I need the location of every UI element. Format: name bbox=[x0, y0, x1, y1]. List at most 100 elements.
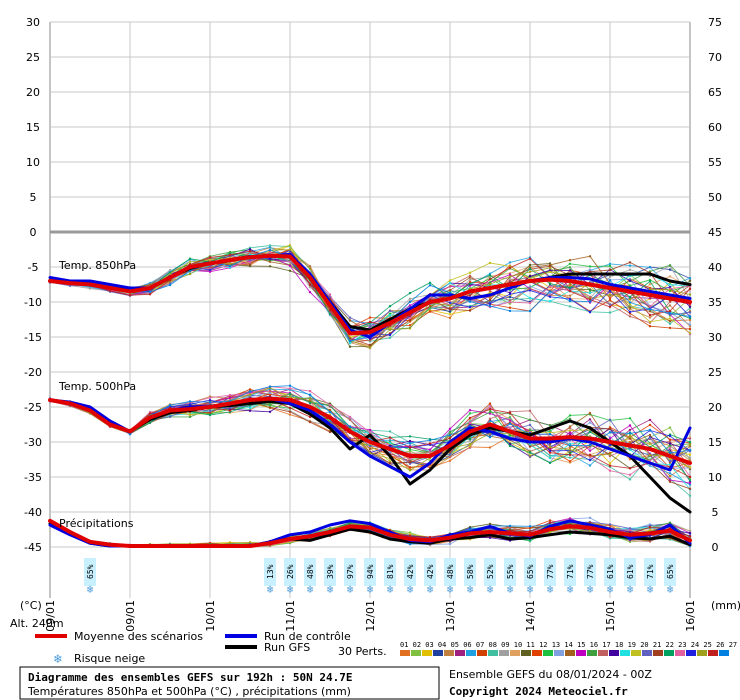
ensemble-member-point bbox=[368, 343, 372, 347]
ensemble-member-point bbox=[568, 460, 572, 463]
ensemble-member-point bbox=[568, 259, 572, 262]
ensemble-member-point bbox=[628, 306, 632, 309]
ensemble-member-point bbox=[608, 311, 612, 314]
ensemble-member-point bbox=[568, 426, 572, 430]
right-tick-label: 55 bbox=[708, 156, 722, 169]
ensemble-member-point bbox=[188, 272, 192, 276]
left-tick-label: 25 bbox=[26, 51, 40, 64]
ensemble-member-point bbox=[348, 339, 352, 343]
ensemble-member-point bbox=[388, 305, 392, 308]
ensemble-member-point bbox=[528, 525, 532, 528]
ensemble-member-point bbox=[568, 266, 572, 269]
legend-control-label: Run de contrôle bbox=[264, 630, 351, 643]
ensemble-member-point bbox=[68, 284, 72, 287]
ensemble-member-point bbox=[528, 454, 532, 457]
ensemble-member-point bbox=[628, 310, 632, 314]
snow-risk-pct: 81% bbox=[386, 564, 395, 579]
snow-risk-row: 65% ❄ 13% ❄ 26% ❄ 48% ❄ 39% ❄ 97% ❄ 94% ❄ 81% ❄ 42% ❄ 42% ❄… bbox=[84, 558, 676, 596]
ensemble-member-point bbox=[668, 288, 672, 291]
ensemble-member-point bbox=[408, 439, 412, 443]
ensemble-member-point bbox=[648, 453, 652, 457]
snowflake-icon: ❄ bbox=[327, 583, 334, 596]
ensemble-member-point bbox=[568, 294, 572, 297]
right-tick-label: 5 bbox=[712, 506, 719, 519]
ensemble-member-point bbox=[548, 424, 552, 427]
ensemble-member-point bbox=[648, 325, 652, 328]
legend-perts-swatch bbox=[620, 650, 630, 656]
ensemble-member-point bbox=[688, 440, 692, 444]
ensemble-member-point bbox=[428, 284, 432, 287]
right-tick-label: 65 bbox=[708, 86, 722, 99]
ensemble-member-point bbox=[588, 446, 592, 450]
ensemble-member-point bbox=[268, 406, 272, 409]
ensemble-member-point bbox=[548, 443, 552, 446]
ensemble-member-point bbox=[668, 460, 672, 463]
ensemble-member-point bbox=[348, 345, 352, 348]
snow-risk-pct: 71% bbox=[566, 564, 575, 579]
legend-perts-swatch bbox=[466, 650, 476, 656]
right-tick-label: 35 bbox=[708, 296, 722, 309]
ensemble-member-point bbox=[668, 451, 672, 455]
ensemble-member-point bbox=[528, 257, 532, 260]
ensemble-member-point bbox=[348, 319, 352, 322]
ensemble-member-point bbox=[688, 480, 692, 483]
legend-perts-swatch bbox=[686, 650, 696, 656]
ensemble-member-point bbox=[608, 264, 612, 268]
ensemble-member-point bbox=[648, 423, 652, 427]
legend-perts-swatch bbox=[554, 650, 564, 656]
ensemble-member-point bbox=[448, 455, 452, 459]
ensemble-member-point bbox=[628, 478, 632, 481]
ensemble-member-point bbox=[388, 430, 392, 433]
ensemble-member-point bbox=[548, 432, 552, 436]
ensemble-member-point bbox=[608, 418, 612, 421]
ensemble-member-point bbox=[528, 267, 532, 270]
ensemble-member-point bbox=[668, 444, 672, 447]
legend-perts-swatch bbox=[598, 650, 608, 656]
ensemble-member-point bbox=[268, 385, 272, 388]
ensemble-member-point bbox=[408, 542, 412, 546]
ensemble-member-point bbox=[388, 451, 392, 454]
ensemble-member-point bbox=[548, 456, 552, 460]
snowflake-icon: ❄ bbox=[87, 583, 94, 596]
ensemble-member-point bbox=[648, 526, 652, 529]
ensemble-member-point bbox=[688, 456, 692, 459]
legend-perts-swatch bbox=[631, 650, 641, 656]
left-tick-label: 0 bbox=[30, 226, 37, 239]
ensemble-member-point bbox=[288, 392, 292, 395]
ensemble-member-point bbox=[568, 262, 572, 265]
ensemble-member-point bbox=[628, 527, 632, 530]
ensemble-member-point bbox=[628, 437, 632, 440]
ensemble-member-point bbox=[608, 437, 612, 440]
ensemble-member-point bbox=[288, 395, 292, 399]
snow-risk-pct: 55% bbox=[506, 564, 515, 579]
ensemble-member-point bbox=[528, 289, 532, 292]
ensemble-member-point bbox=[588, 458, 592, 462]
ensemble-member-point bbox=[608, 279, 612, 282]
ensemble-member-point bbox=[688, 436, 692, 439]
ensemble-member-point bbox=[488, 417, 492, 420]
ensemble-member-point bbox=[588, 298, 592, 301]
left-tick-label: -30 bbox=[24, 436, 42, 449]
ensemble-member-point bbox=[668, 457, 672, 461]
snowflake-icon: ❄ bbox=[487, 583, 494, 596]
ensemble-member-point bbox=[628, 428, 632, 432]
ensemble-member-point bbox=[188, 257, 192, 260]
ensemble-member-point bbox=[328, 527, 332, 530]
ensemble-member-point bbox=[588, 295, 592, 298]
legend-perts-swatch bbox=[609, 650, 619, 656]
ensemble-member-point bbox=[648, 418, 652, 422]
ensemble-member-point bbox=[508, 422, 512, 425]
ensemble-member-point bbox=[588, 430, 592, 434]
legend-perts-swatch bbox=[422, 650, 432, 656]
ensemble-member-point bbox=[628, 279, 632, 282]
ensemble-member-point bbox=[488, 261, 492, 265]
ensemble-member-point bbox=[568, 456, 572, 459]
ensemble-member-point bbox=[668, 434, 672, 438]
ensemble-member-point bbox=[448, 289, 452, 292]
snow-risk-bg bbox=[664, 558, 676, 586]
legend-gfs-label: Run GFS bbox=[264, 641, 310, 654]
ensemble-member-point bbox=[568, 417, 572, 420]
ensemble-member-point bbox=[528, 309, 532, 313]
right-tick-label: 40 bbox=[708, 261, 722, 274]
